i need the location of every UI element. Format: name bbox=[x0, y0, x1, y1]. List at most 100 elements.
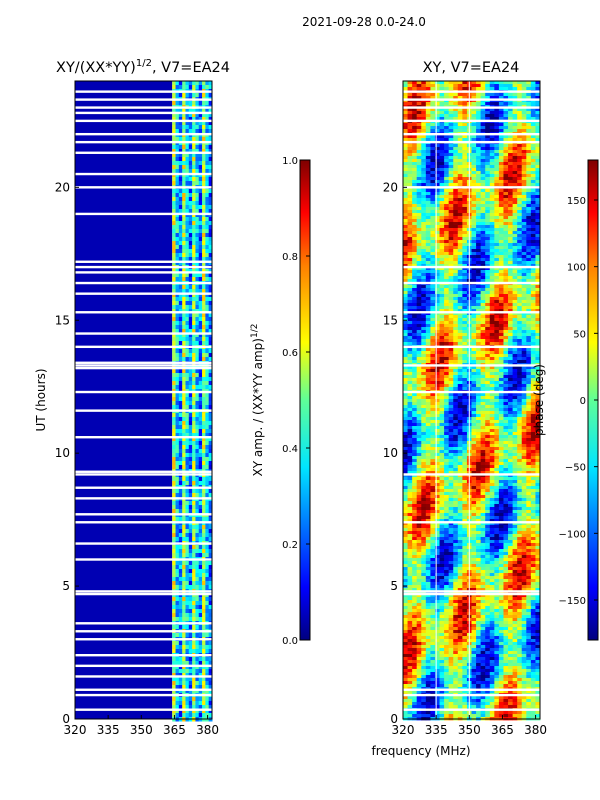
phase-cell bbox=[425, 267, 431, 271]
phase-cell bbox=[521, 81, 527, 85]
amp-cell bbox=[205, 585, 210, 590]
phase-cell bbox=[425, 174, 431, 178]
phase-cell bbox=[444, 93, 450, 97]
amp-cell bbox=[178, 581, 183, 586]
amp-cell bbox=[182, 209, 186, 214]
amp-cell bbox=[178, 125, 183, 130]
phase-cell bbox=[530, 360, 536, 364]
phase-cell bbox=[512, 237, 518, 241]
y-tick-label: 15 bbox=[55, 313, 70, 327]
phase-cell bbox=[476, 192, 482, 196]
amp-cell bbox=[208, 429, 213, 434]
phase-cell bbox=[471, 285, 477, 289]
amp-cell bbox=[205, 445, 210, 450]
phase-cell bbox=[457, 231, 463, 235]
amp-cell bbox=[172, 169, 177, 174]
phase-cell bbox=[439, 351, 445, 355]
phase-cell bbox=[462, 297, 468, 301]
phase-cell bbox=[485, 228, 491, 232]
amp-flag-row bbox=[75, 513, 212, 516]
phase-cell bbox=[517, 366, 523, 370]
amp-cell bbox=[185, 601, 190, 606]
amp-cell bbox=[205, 501, 210, 506]
phase-cell bbox=[403, 96, 408, 100]
phase-cell bbox=[416, 342, 422, 346]
phase-cell bbox=[453, 234, 459, 238]
amp-cell bbox=[178, 577, 183, 582]
amp-cell bbox=[188, 573, 193, 578]
amp-cell bbox=[198, 193, 203, 198]
phase-cell bbox=[407, 288, 413, 292]
amp-cell bbox=[178, 533, 183, 538]
amp-cell bbox=[175, 189, 180, 194]
phase-cell bbox=[457, 111, 463, 115]
amp-cell bbox=[172, 561, 177, 566]
phase-cell bbox=[444, 135, 450, 139]
phase-cell bbox=[416, 285, 422, 289]
phase-cell bbox=[508, 228, 513, 232]
phase-cell bbox=[498, 225, 504, 229]
amp-cell bbox=[192, 429, 196, 434]
amp-cell bbox=[188, 597, 193, 602]
phase-cell bbox=[535, 198, 541, 202]
phase-cell bbox=[526, 144, 532, 148]
phase-cell bbox=[434, 222, 440, 226]
phase-cell bbox=[489, 81, 495, 85]
phase-cell bbox=[457, 117, 463, 121]
amp-cell bbox=[198, 321, 203, 326]
amp-cell bbox=[202, 457, 206, 462]
phase-cell bbox=[439, 330, 445, 334]
phase-cell bbox=[434, 252, 440, 256]
phase-cell bbox=[453, 276, 459, 280]
phase-cell bbox=[430, 138, 436, 142]
phase-cell bbox=[412, 189, 418, 193]
phase-cell bbox=[412, 93, 418, 97]
amp-cell bbox=[192, 181, 196, 186]
phase-cell bbox=[480, 276, 486, 280]
amp-cell bbox=[208, 673, 213, 678]
amp-cell bbox=[205, 569, 210, 574]
amp-cell bbox=[185, 445, 190, 450]
amp-cell bbox=[202, 601, 206, 606]
phase-cell bbox=[471, 102, 477, 106]
phase-cell bbox=[430, 201, 436, 205]
phase-cell bbox=[444, 216, 450, 220]
phase-cell bbox=[489, 354, 495, 358]
phase-cell bbox=[462, 246, 468, 250]
phase-cell bbox=[508, 324, 513, 328]
phase-cell bbox=[476, 204, 482, 208]
phase-cell bbox=[498, 306, 504, 310]
phase-cell bbox=[403, 327, 408, 331]
phase-cell bbox=[453, 117, 459, 121]
phase-cell bbox=[480, 213, 486, 217]
phase-cell bbox=[416, 306, 422, 310]
phase-cell bbox=[430, 96, 436, 100]
phase-cell bbox=[530, 153, 536, 157]
phase-cell bbox=[462, 123, 468, 127]
phase-cell bbox=[480, 315, 486, 319]
phase-cell bbox=[489, 252, 495, 256]
phase-cell bbox=[480, 147, 486, 151]
amp-cell bbox=[202, 425, 206, 430]
amp-cell bbox=[198, 477, 203, 482]
amp-cell bbox=[198, 661, 203, 666]
phase-cell bbox=[457, 258, 463, 262]
amp-cell bbox=[178, 457, 183, 462]
amp-cell bbox=[195, 125, 200, 130]
phase-cell bbox=[448, 96, 454, 100]
phase-cell bbox=[457, 288, 463, 292]
phase-cell bbox=[535, 294, 541, 298]
phase-cell bbox=[434, 96, 440, 100]
amp-flag-row bbox=[75, 132, 212, 136]
amp-cell bbox=[182, 549, 186, 554]
phase-cell bbox=[457, 291, 463, 295]
phase-cell bbox=[503, 189, 509, 193]
amp-cell bbox=[178, 645, 183, 650]
phase-cell bbox=[444, 258, 450, 262]
phase-cell bbox=[457, 276, 463, 280]
amp-cell bbox=[205, 321, 210, 326]
amp-cell bbox=[208, 421, 213, 426]
phase-cell bbox=[503, 351, 509, 355]
phase-cell bbox=[485, 153, 491, 157]
amp-flag-row bbox=[75, 366, 212, 370]
